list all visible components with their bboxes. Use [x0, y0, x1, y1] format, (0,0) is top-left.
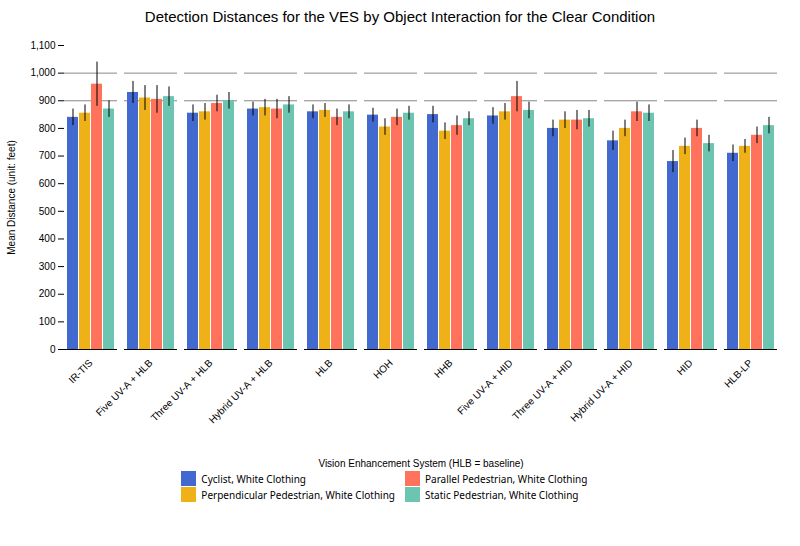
- svg-text:HID: HID: [675, 357, 695, 377]
- svg-text:HOH: HOH: [371, 357, 395, 381]
- svg-text:HHB: HHB: [432, 357, 455, 380]
- svg-text:1,100: 1,100: [30, 40, 55, 51]
- html-text:Parallel Pedestrian, White Clo: Parallel Pedestrian, White Clothing: [425, 471, 588, 486]
- svg-text:Vision Enhancement System (HLB: Vision Enhancement System (HLB = baselin…: [318, 458, 523, 469]
- svg-text:Three UV-A + HLB: Three UV-A + HLB: [149, 357, 215, 423]
- svg-text:600: 600: [39, 178, 56, 189]
- svg-text:Hybrid UV-A + HID: Hybrid UV-A + HID: [568, 357, 635, 424]
- svg-text:400: 400: [39, 233, 56, 244]
- svg-text:Three UV-A + HID: Three UV-A + HID: [510, 357, 575, 422]
- svg-text:IR-TIS: IR-TIS: [66, 357, 94, 385]
- svg-text:300: 300: [39, 261, 56, 272]
- svg-text:Hybrid UV-A + HLB: Hybrid UV-A + HLB: [207, 357, 275, 425]
- svg-text:200: 200: [39, 288, 56, 299]
- html-text:Perpendicular Pedestrian, Whit: Perpendicular Pedestrian, White Clothing: [201, 487, 395, 502]
- html-text:Static Pedestrian, White Cloth: Static Pedestrian, White Clothing: [425, 487, 579, 502]
- html-text:Cyclist, White Clothing: Cyclist, White Clothing: [201, 471, 306, 486]
- svg-text:500: 500: [39, 206, 56, 217]
- svg-text:700: 700: [39, 150, 56, 161]
- svg-text:100: 100: [39, 316, 56, 327]
- svg-text:Five UV-A + HLB: Five UV-A + HLB: [94, 357, 155, 418]
- svg-text:HLB-LP: HLB-LP: [722, 357, 755, 390]
- svg-text:Mean Distance (unit: feet): Mean Distance (unit: feet): [6, 140, 17, 255]
- html-text:Detection Distances for the VE: Detection Distances for the VES by Objec…: [144, 8, 656, 25]
- svg-text:0: 0: [50, 344, 56, 355]
- svg-text:1,000: 1,000: [30, 67, 55, 78]
- svg-text:HLB: HLB: [313, 357, 335, 379]
- svg-text:900: 900: [39, 95, 56, 106]
- svg-text:Five UV-A + HID: Five UV-A + HID: [455, 357, 514, 416]
- svg-text:800: 800: [39, 123, 56, 134]
